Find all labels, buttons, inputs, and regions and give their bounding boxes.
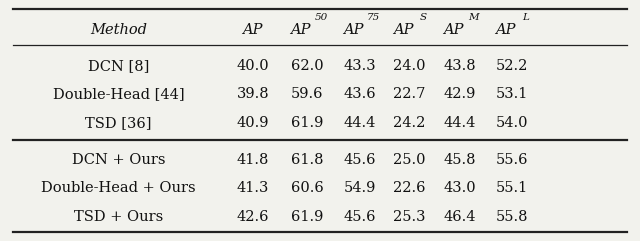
Text: 45.6: 45.6 bbox=[344, 210, 376, 224]
Text: 43.0: 43.0 bbox=[444, 181, 476, 195]
Text: DCN [8]: DCN [8] bbox=[88, 59, 149, 73]
Text: 61.9: 61.9 bbox=[291, 210, 323, 224]
Text: AP: AP bbox=[343, 23, 364, 37]
Text: S: S bbox=[420, 13, 428, 22]
Text: TSD + Ours: TSD + Ours bbox=[74, 210, 163, 224]
Text: 43.3: 43.3 bbox=[344, 59, 376, 73]
Text: 43.6: 43.6 bbox=[344, 87, 376, 101]
Text: 25.3: 25.3 bbox=[394, 210, 426, 224]
Text: 40.9: 40.9 bbox=[237, 116, 269, 130]
Text: 55.1: 55.1 bbox=[496, 181, 528, 195]
Text: AP: AP bbox=[243, 23, 263, 37]
Text: Method: Method bbox=[90, 23, 147, 37]
Text: 45.8: 45.8 bbox=[444, 153, 476, 167]
Text: 75: 75 bbox=[367, 13, 380, 22]
Text: 45.6: 45.6 bbox=[344, 153, 376, 167]
Text: 46.4: 46.4 bbox=[444, 210, 476, 224]
Text: 41.8: 41.8 bbox=[237, 153, 269, 167]
Text: 60.6: 60.6 bbox=[291, 181, 324, 195]
Text: 22.7: 22.7 bbox=[394, 87, 426, 101]
Text: L: L bbox=[523, 13, 529, 22]
Text: 22.6: 22.6 bbox=[394, 181, 426, 195]
Text: 61.9: 61.9 bbox=[291, 116, 323, 130]
Text: M: M bbox=[468, 13, 479, 22]
Text: Double-Head [44]: Double-Head [44] bbox=[52, 87, 184, 101]
Text: 55.8: 55.8 bbox=[496, 210, 528, 224]
Text: AP: AP bbox=[495, 23, 516, 37]
Text: 52.2: 52.2 bbox=[496, 59, 528, 73]
Text: AP: AP bbox=[291, 23, 311, 37]
Text: 42.9: 42.9 bbox=[444, 87, 476, 101]
Text: 54.9: 54.9 bbox=[344, 181, 376, 195]
Text: 24.2: 24.2 bbox=[394, 116, 426, 130]
Text: 41.3: 41.3 bbox=[237, 181, 269, 195]
Text: TSD [36]: TSD [36] bbox=[85, 116, 152, 130]
Text: 44.4: 44.4 bbox=[344, 116, 376, 130]
Text: 54.0: 54.0 bbox=[496, 116, 528, 130]
Text: 62.0: 62.0 bbox=[291, 59, 323, 73]
Text: 55.6: 55.6 bbox=[496, 153, 528, 167]
Text: 24.0: 24.0 bbox=[394, 59, 426, 73]
Text: 53.1: 53.1 bbox=[496, 87, 528, 101]
Text: AP: AP bbox=[443, 23, 463, 37]
Text: 43.8: 43.8 bbox=[444, 59, 476, 73]
Text: 50: 50 bbox=[315, 13, 328, 22]
Text: 59.6: 59.6 bbox=[291, 87, 323, 101]
Text: 42.6: 42.6 bbox=[237, 210, 269, 224]
Text: 25.0: 25.0 bbox=[394, 153, 426, 167]
Text: 39.8: 39.8 bbox=[237, 87, 269, 101]
Text: 61.8: 61.8 bbox=[291, 153, 323, 167]
Text: Double-Head + Ours: Double-Head + Ours bbox=[41, 181, 196, 195]
Text: AP: AP bbox=[393, 23, 413, 37]
Text: 44.4: 44.4 bbox=[444, 116, 476, 130]
Text: 40.0: 40.0 bbox=[237, 59, 269, 73]
Text: DCN + Ours: DCN + Ours bbox=[72, 153, 165, 167]
